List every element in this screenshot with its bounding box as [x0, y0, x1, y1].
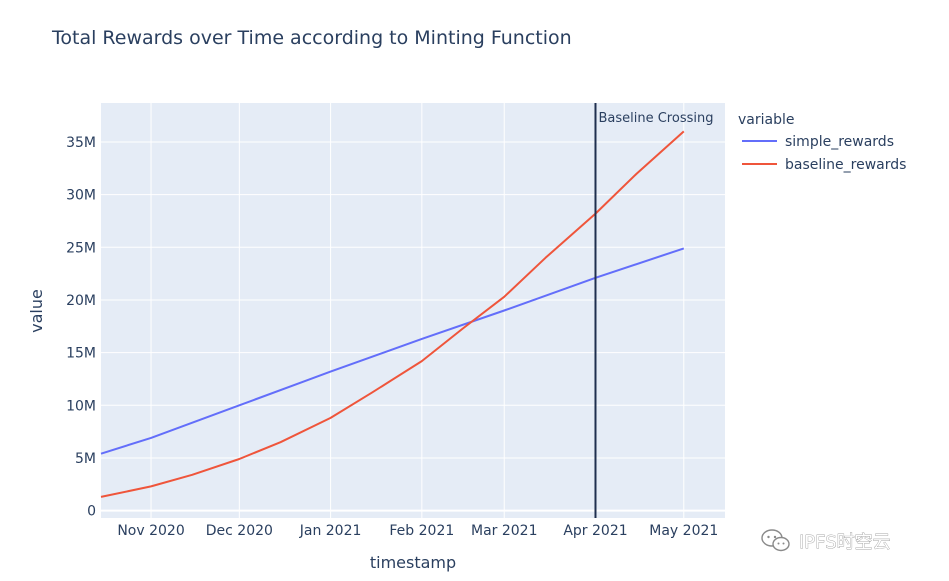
- y-tick-label: 20M: [66, 293, 96, 309]
- plot-area: [101, 103, 725, 518]
- y-tick-label: 0: [87, 504, 96, 520]
- legend[interactable]: variable simple_rewards baseline_rewards: [738, 112, 906, 173]
- x-tick-labels: Nov 2020 Dec 2020 Jan 2021 Feb 2021 Mar 2021…: [117, 523, 718, 539]
- y-axis-title: value: [27, 289, 46, 333]
- wechat-icon: [761, 529, 790, 552]
- x-axis-title: timestamp: [370, 553, 456, 572]
- legend-item-baseline_rewards[interactable]: baseline_rewards: [742, 157, 906, 173]
- watermark: IPFS时空云: [761, 529, 891, 553]
- legend-items: simple_rewards baseline_rewards: [742, 134, 906, 173]
- y-tick-label: 10M: [66, 398, 96, 414]
- legend-item-simple_rewards[interactable]: simple_rewards: [742, 134, 894, 150]
- y-tick-label: 30M: [66, 188, 96, 204]
- watermark-text: IPFS时空云: [799, 532, 891, 553]
- x-tick-label: Jan 2021: [299, 523, 362, 539]
- x-tick-label: Feb 2021: [389, 523, 454, 539]
- y-tick-label: 35M: [66, 135, 96, 151]
- legend-label: baseline_rewards: [785, 157, 906, 173]
- legend-title: variable: [738, 112, 794, 128]
- x-tick-label: Mar 2021: [471, 523, 538, 539]
- series-line-simple_rewards: [100, 247, 685, 455]
- x-tick-label: Nov 2020: [117, 523, 184, 539]
- legend-label: simple_rewards: [785, 134, 894, 150]
- baseline-crossing-label: Baseline Crossing: [598, 111, 713, 126]
- y-tick-label: 15M: [66, 346, 96, 362]
- x-tick-label: Apr 2021: [563, 523, 627, 539]
- y-tick-label: 5M: [75, 451, 96, 467]
- chart-title: Total Rewards over Time according to Min…: [51, 27, 572, 49]
- x-tick-label: Dec 2020: [206, 523, 273, 539]
- series-line-baseline_rewards: [100, 130, 685, 498]
- y-tick-label: 25M: [66, 240, 96, 256]
- series-lines: [100, 130, 685, 498]
- y-gridlines: [101, 141, 725, 512]
- y-tick-labels: 0 5M 10M 15M 20M 25M 30M 35M: [66, 135, 96, 520]
- annotations: Baseline Crossing: [594, 103, 713, 518]
- x-tick-label: May 2021: [649, 523, 718, 539]
